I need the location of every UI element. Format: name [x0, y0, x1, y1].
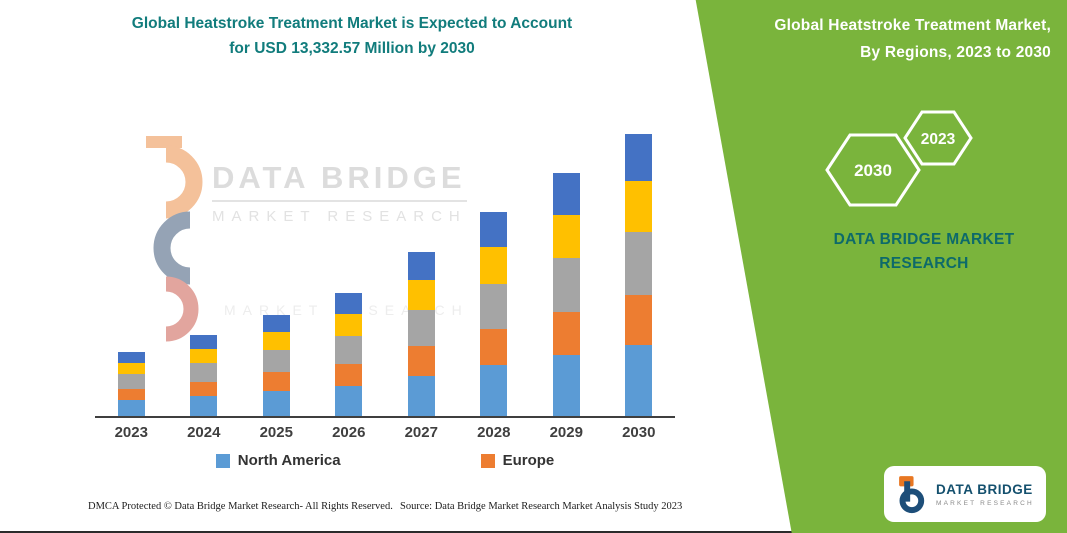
logo-card: DATA BRIDGE MARKET RESEARCH: [884, 466, 1046, 522]
logo-name: DATA BRIDGE: [936, 481, 1033, 497]
stacked-bar-2029: [552, 173, 580, 416]
stacked-bar-2024: [190, 335, 218, 416]
stacked-bar-2025: [262, 314, 290, 416]
legend-item-north-america: North America: [215, 452, 341, 469]
bar-column-2023: [95, 130, 168, 416]
stacked-bar-chart: [95, 130, 675, 418]
bar-segment-2027-region-gray-: [407, 309, 435, 347]
bar-segment-2024-region-gray-: [190, 363, 218, 382]
bar-segment-2023-europe: [117, 388, 145, 400]
year-hexagons: 2023 2030: [825, 110, 973, 207]
bar-segment-2030-region-gray-: [625, 231, 653, 295]
page-title: Global Heatstroke Treatment Market is Ex…: [40, 12, 664, 62]
x-axis-label-2026: 2026: [332, 424, 366, 441]
bar-segment-2025-region-yellow-: [262, 332, 290, 351]
bar-segment-2024-north-america: [190, 395, 218, 416]
bar-segment-2023-region-gray-: [117, 374, 145, 389]
side-panel-brand-line1: DATA BRIDGE MARKET: [833, 231, 1015, 248]
bar-segment-2028-region-gray-: [480, 283, 508, 330]
bar-segment-2030-europe: [625, 294, 653, 346]
bar-segment-2026-region-blue-: [335, 292, 363, 315]
legend-label: Europe: [502, 452, 555, 469]
stacked-bar-2027: [407, 252, 435, 416]
bar-segment-2025-north-america: [262, 390, 290, 416]
side-panel-brand-line2: RESEARCH: [879, 255, 969, 273]
page-title-line1: Global Heatstroke Treatment Market is Ex…: [131, 15, 573, 32]
logo-subname: MARKET RESEARCH: [936, 499, 1034, 507]
hexagon-2023-shape: [903, 110, 973, 166]
bar-segment-2028-region-yellow-: [480, 247, 508, 284]
x-axis-label-2028: 2028: [477, 424, 511, 441]
bar-segment-2026-region-yellow-: [335, 314, 363, 337]
bar-segment-2024-region-yellow-: [190, 349, 218, 364]
x-axis-labels: 2023 2024 2025 2026 2027 2028 2029 2030: [95, 424, 675, 441]
bar-segment-2029-region-yellow-: [552, 214, 580, 259]
hexagon-2030-shape: [825, 133, 921, 207]
watermark: DATA BRIDGE MARKET RESEARCH: [212, 160, 467, 225]
stacked-bar-2026: [335, 292, 363, 416]
x-axis-label-2027: 2027: [404, 424, 438, 441]
bar-segment-2024-region-blue-: [190, 335, 218, 350]
bar-segment-2027-north-america: [407, 375, 435, 416]
x-axis-label-2030: 2030: [622, 424, 656, 441]
x-axis-label-2025: 2025: [259, 424, 293, 441]
legend-item-europe: Europe: [480, 452, 555, 469]
bar-segment-2030-north-america: [625, 345, 653, 416]
x-axis-label-2029: 2029: [549, 424, 583, 441]
bar-segment-2025-region-blue-: [262, 314, 290, 333]
watermark-logo-glyph: [146, 136, 203, 342]
side-panel-title-line2: By Regions, 2023 to 2030: [860, 44, 1051, 62]
bar-segment-2028-region-blue-: [480, 211, 508, 248]
logo-text: DATA BRIDGE MARKET RESEARCH: [936, 482, 1034, 507]
bar-segment-2025-europe: [262, 372, 290, 391]
footer-source-text: Source: Data Bridge Market Research Mark…: [400, 501, 683, 512]
bar-segment-2029-region-blue-: [552, 173, 580, 215]
bar-segment-2029-region-gray-: [552, 258, 580, 312]
bar-segment-2028-europe: [480, 329, 508, 366]
bar-segment-2029-europe: [552, 311, 580, 356]
x-axis-label-2024: 2024: [187, 424, 221, 441]
bar-segment-2030-region-yellow-: [625, 181, 653, 232]
page-title-line2: for USD 13,332.57 Million by 2030: [229, 39, 475, 57]
stacked-bar-2030: [625, 133, 653, 416]
bar-segment-2030-region-blue-: [625, 133, 653, 182]
bar-segment-2026-north-america: [335, 385, 363, 416]
bar-segment-2026-region-gray-: [335, 336, 363, 364]
hexagon-2030-label: 2030: [854, 161, 892, 180]
watermark-subtext: MARKET RESEARCH: [212, 208, 467, 225]
side-panel-title: Global Heatstroke Treatment Market, By R…: [774, 12, 1051, 66]
bar-column-2028: [458, 130, 531, 416]
legend-swatch: [480, 453, 495, 468]
bar-segment-2023-region-yellow-: [117, 363, 145, 375]
bar-column-2030: [603, 130, 676, 416]
bar-column-2029: [530, 130, 603, 416]
stacked-bar-2023: [117, 352, 145, 416]
bar-segment-2027-region-blue-: [407, 252, 435, 281]
hexagon-2023-label: 2023: [921, 131, 956, 148]
watermark-brand-text: DATA BRIDGE: [212, 160, 467, 202]
bar-segment-2023-north-america: [117, 399, 145, 416]
x-axis-label-2023: 2023: [114, 424, 148, 441]
bar-column-2025: [240, 130, 313, 416]
bar-segment-2023-region-blue-: [117, 352, 145, 364]
bar-segment-2025-region-gray-: [262, 350, 290, 373]
bar-column-2027: [385, 130, 458, 416]
footer-dmca-text: DMCA Protected © Data Bridge Market Rese…: [88, 501, 393, 512]
side-panel-brand: DATA BRIDGE MARKET RESEARCH: [806, 228, 1042, 276]
legend-swatch: [215, 453, 230, 468]
side-panel-title-line1: Global Heatstroke Treatment Market,: [774, 17, 1051, 34]
bar-segment-2028-north-america: [480, 365, 508, 416]
bar-column-2024: [168, 130, 241, 416]
bar-segment-2029-north-america: [552, 355, 580, 416]
data-bridge-logo-icon: [899, 476, 925, 514]
bar-segment-2027-europe: [407, 346, 435, 376]
legend-label: North America: [237, 452, 341, 469]
chart-legend: North America Europe: [95, 452, 675, 469]
bar-column-2026: [313, 130, 386, 416]
bar-segment-2024-europe: [190, 381, 218, 396]
bar-segment-2026-europe: [335, 363, 363, 386]
stacked-bar-2028: [480, 211, 508, 416]
bar-segment-2027-region-yellow-: [407, 280, 435, 310]
